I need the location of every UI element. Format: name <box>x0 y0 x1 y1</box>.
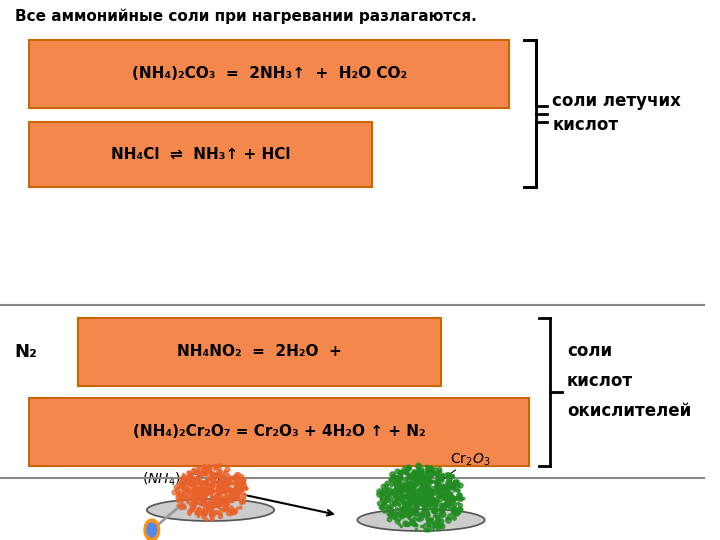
FancyBboxPatch shape <box>30 398 528 466</box>
Ellipse shape <box>147 499 274 521</box>
FancyBboxPatch shape <box>30 40 509 108</box>
Text: NH₄NO₂  =  2H₂O  +: NH₄NO₂ = 2H₂O + <box>177 345 342 360</box>
Text: Все аммонийные соли при нагревании разлагаются.: Все аммонийные соли при нагревании разла… <box>14 8 477 24</box>
Text: (NH₄)₂Cr₂O₇ = Cr₂O₃ + 4H₂O ↑ + N₂: (NH₄)₂Cr₂O₇ = Cr₂O₃ + 4H₂O ↑ + N₂ <box>132 424 426 440</box>
FancyBboxPatch shape <box>78 318 441 386</box>
Ellipse shape <box>357 509 485 531</box>
Text: $(NH_4)_2 \mathrm{Cr}_2O_7$: $(NH_4)_2 \mathrm{Cr}_2O_7$ <box>142 470 228 488</box>
Text: кислот: кислот <box>552 116 618 133</box>
Text: кислот: кислот <box>567 372 633 390</box>
Text: соли летучих: соли летучих <box>552 91 681 110</box>
Polygon shape <box>144 519 160 540</box>
Text: (NH₄)₂CO₃  =  2NH₃↑  +  H₂O CO₂: (NH₄)₂CO₃ = 2NH₃↑ + H₂O CO₂ <box>132 66 407 82</box>
Text: N₂: N₂ <box>14 343 37 361</box>
Polygon shape <box>147 523 157 537</box>
Text: NH₄Cl  ⇌  NH₃↑ + HCl: NH₄Cl ⇌ NH₃↑ + HCl <box>111 146 290 161</box>
Text: $\mathrm{Cr}_2O_3$: $\mathrm{Cr}_2O_3$ <box>451 451 491 468</box>
FancyBboxPatch shape <box>30 122 372 187</box>
Text: окислителей: окислителей <box>567 402 691 420</box>
Text: соли: соли <box>567 342 612 360</box>
